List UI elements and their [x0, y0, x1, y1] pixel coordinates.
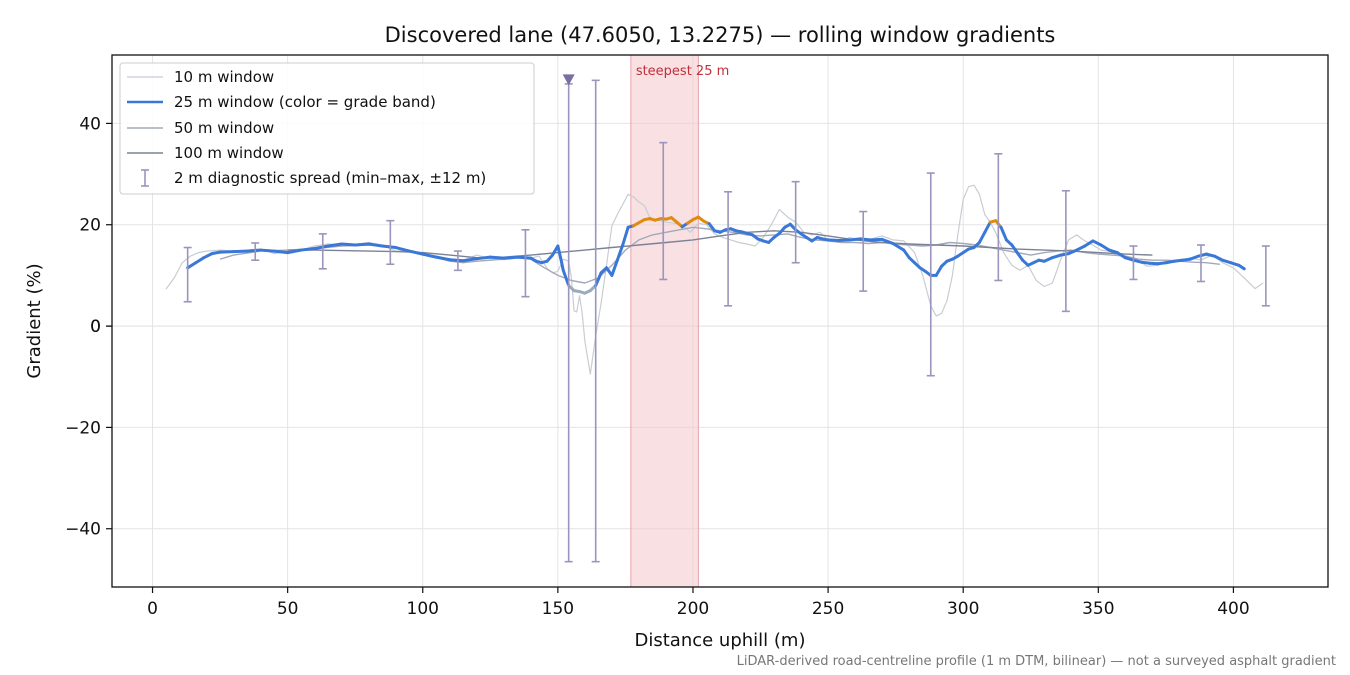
- footnote: LiDAR-derived road-centreline profile (1…: [737, 654, 1336, 669]
- marker-layer: [562, 74, 575, 86]
- series-25m-segment: [353, 242, 371, 247]
- series-25m-segment: [194, 256, 206, 265]
- series-25m-segment: [461, 257, 479, 263]
- series-25m-segment: [977, 230, 987, 244]
- series-25m-segment: [286, 248, 303, 255]
- x-tick-label: 100: [407, 599, 439, 619]
- series-25m-segment: [859, 237, 873, 242]
- error-bars-layer: [183, 79, 1270, 563]
- series-25m-segment: [1237, 263, 1246, 271]
- x-tick-label: 350: [1082, 599, 1114, 619]
- series-25m-segment: [621, 225, 630, 247]
- x-tick-label: 400: [1217, 599, 1249, 619]
- series-25m-segment: [407, 249, 425, 256]
- legend-box: [119, 62, 535, 195]
- series-layer: [165, 184, 1264, 375]
- series-25m-segment: [340, 242, 357, 247]
- series-25m-segment: [837, 238, 852, 242]
- series-25m-segment: [983, 220, 992, 234]
- series-25m-segment: [272, 249, 290, 255]
- series-25m-segment: [559, 256, 565, 272]
- x-tick-label: 250: [812, 599, 844, 619]
- series-25m-segment: [232, 249, 249, 254]
- legend: 10 m window 25 m window (color = grade ba…: [119, 62, 535, 195]
- series-25m-segment: [448, 258, 465, 263]
- legend-label: 2 m diagnostic spread (min–max, ±12 m): [174, 169, 486, 187]
- series-25m-segment: [891, 241, 906, 252]
- series-25m-segment: [934, 264, 944, 277]
- series-25m-segment: [999, 225, 1008, 242]
- y-tick-label: −20: [65, 418, 101, 438]
- x-tick-label: 200: [677, 599, 709, 619]
- y-axis-label: Gradient (%): [24, 263, 45, 378]
- series-25m-segment: [186, 261, 198, 270]
- series-25m-segment: [594, 271, 603, 288]
- y-tick-label: 0: [90, 317, 101, 337]
- series-25m-segment: [1015, 251, 1025, 262]
- series-25m-segment: [1083, 239, 1095, 248]
- series-25m-segment: [561, 268, 571, 288]
- x-tick-label: 150: [542, 599, 574, 619]
- y-tick-label: 40: [79, 114, 101, 134]
- x-tick-label: 300: [947, 599, 979, 619]
- series-25m-segment: [326, 242, 344, 248]
- series-25m-segment: [367, 242, 384, 248]
- series-25m-segment: [869, 237, 884, 242]
- series-line-3: [287, 230, 1153, 259]
- marker-down-triangle-icon: [562, 74, 575, 86]
- series-25m-segment: [826, 238, 841, 242]
- legend-label: 25 m window (color = grade band): [174, 93, 436, 111]
- series-25m-segment: [1115, 251, 1127, 260]
- y-tick-label: 0: [90, 317, 101, 337]
- series-25m-segment: [556, 244, 563, 260]
- x-axis-ticks: 0 50 100 150 200 250 300 350 400: [147, 587, 1250, 619]
- x-axis-label: Distance uphill (m): [635, 630, 806, 651]
- series-25m-segment: [259, 248, 276, 253]
- series-25m-segment: [1099, 243, 1111, 252]
- steepest-span-band: [630, 54, 699, 588]
- legend-label: 10 m window: [174, 68, 274, 86]
- series-25m-segment: [245, 248, 263, 253]
- series-25m-segment: [421, 252, 438, 259]
- series-25m-segment: [218, 250, 236, 254]
- legend-label: 50 m window: [174, 119, 274, 137]
- series-25m-segment: [615, 243, 625, 262]
- series-25m-segment: [1091, 239, 1103, 247]
- series-25m-segment: [488, 255, 506, 260]
- series-25m-segment: [1010, 243, 1019, 255]
- series-25m-segment: [1075, 244, 1087, 252]
- series-25m-segment: [902, 248, 911, 260]
- legend-label: 100 m window: [174, 144, 284, 162]
- plot-frame: [111, 54, 1329, 588]
- series-25m-segment: [434, 255, 452, 262]
- series-25m-segment: [394, 246, 411, 253]
- x-tick-label: 50: [277, 599, 299, 619]
- x-tick-label: 0: [147, 599, 158, 619]
- series-line-2: [219, 226, 1220, 284]
- series-25m-segment: [515, 255, 533, 260]
- steepest-span-label: steepest 25 m: [636, 64, 729, 79]
- series-25m-segment: [880, 237, 895, 245]
- legend-items: 10 m window 25 m window (color = grade ba…: [127, 68, 486, 187]
- series-25m-segment: [610, 258, 619, 277]
- series-25m-segment: [202, 252, 214, 260]
- chart-title: Discovered lane (47.6050, 13.2275) — rol…: [385, 23, 1056, 47]
- series-25m-segment: [313, 244, 330, 251]
- series-25m-segment: [299, 247, 317, 252]
- series-25m-segment: [502, 255, 519, 260]
- y-tick-label: 20: [79, 216, 101, 236]
- series-25m-segment: [475, 255, 492, 261]
- series-25m-segment: [1213, 254, 1225, 262]
- series-25m-segment: [848, 237, 863, 242]
- y-tick-label: −40: [65, 520, 101, 540]
- series-25m-segment: [380, 244, 398, 250]
